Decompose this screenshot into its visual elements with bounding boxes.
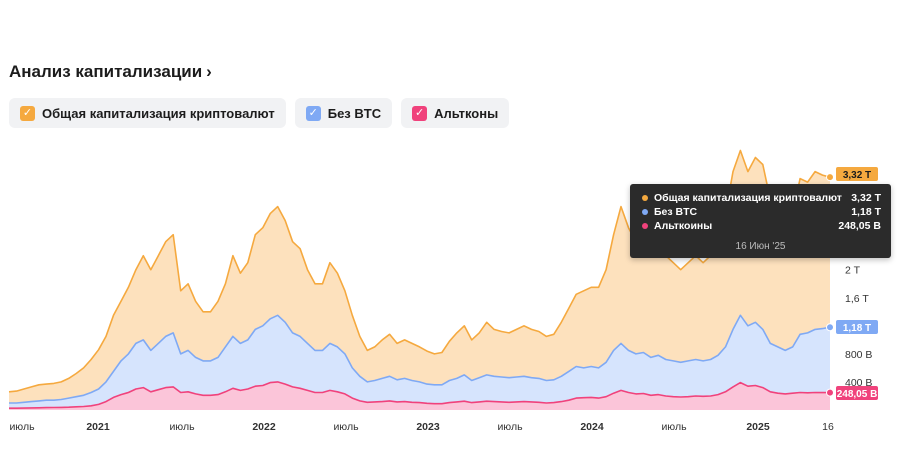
x-tick-label: 2022 — [252, 421, 276, 433]
x-tick-label: 2025 — [746, 421, 770, 433]
end-label-bg-no-btc — [836, 320, 878, 334]
checkbox-checked-icon[interactable]: ✓ — [305, 105, 321, 121]
line-altcoins — [9, 381, 830, 409]
end-dot-altcoins — [826, 388, 834, 397]
chart-title[interactable]: Анализ капитализации › — [9, 62, 212, 82]
series-dot-icon — [642, 195, 648, 201]
tooltip-label: Без BTC — [654, 206, 698, 218]
tooltip-row-no-btc: Без BTC 1,18 T — [642, 206, 881, 218]
x-tick-label: июль — [169, 421, 195, 433]
area-total-cap — [9, 150, 830, 410]
x-tick-label: 2023 — [416, 421, 440, 433]
tooltip-value: 248,05 B — [838, 220, 881, 232]
end-label-altcoins: 248,05 B — [837, 389, 878, 400]
x-tick-label: июль — [9, 421, 35, 433]
area-altcoins — [9, 381, 830, 410]
tooltip-label: Альткоины — [654, 220, 713, 232]
y-tick-label: 1,6 T — [845, 293, 869, 305]
checkbox-checked-icon[interactable]: ✓ — [20, 105, 35, 121]
x-tick-label: 16 — [822, 421, 834, 433]
y-tick-label: 2 T — [845, 265, 861, 277]
area-no-btc — [9, 315, 830, 410]
legend-toggle-total[interactable]: ✓ Общая капитализация криптовалют — [9, 98, 286, 128]
x-tick-label: 2024 — [580, 421, 604, 433]
chevron-right-icon: › — [206, 62, 212, 81]
end-dot-no-btc — [826, 323, 834, 332]
legend-label: Альтконы — [434, 105, 499, 121]
x-tick-label: 2021 — [86, 421, 110, 433]
legend-toggle-no-btc[interactable]: ✓ Без BTC — [294, 98, 393, 128]
x-tick-label: июль — [497, 421, 523, 433]
checkbox-checked-icon[interactable]: ✓ — [412, 105, 428, 121]
end-label-total-cap: 3,32 T — [843, 170, 871, 181]
tooltip-label: Общая капитализация криптовалют — [654, 192, 842, 204]
legend-label: Без BTC — [327, 105, 382, 121]
line-no-btc — [9, 314, 831, 404]
line-total-cap — [8, 149, 831, 393]
series-dot-icon — [642, 223, 648, 229]
tooltip-value: 1,18 T — [851, 206, 881, 218]
tooltip-value: 3,32 T — [851, 192, 881, 204]
tooltip-row-altcoins: Альткоины 248,05 B — [642, 220, 881, 232]
chart-tooltip: Общая капитализация криптовалют 3,32 T Б… — [630, 184, 891, 258]
x-tick-label: июль — [661, 421, 687, 433]
end-label-bg-total-cap — [836, 167, 878, 181]
legend-toggle-altcoins[interactable]: ✓ Альтконы — [401, 98, 510, 128]
end-label-bg-altcoins — [836, 386, 878, 400]
series-dot-icon — [642, 209, 648, 215]
legend-label: Общая капитализация криптовалют — [42, 105, 275, 121]
legend: ✓ Общая капитализация криптовалют ✓ Без … — [9, 98, 510, 128]
tooltip-row-total: Общая капитализация криптовалют 3,32 T — [642, 192, 881, 204]
end-label-no-btc: 1,18 T — [843, 323, 871, 334]
y-tick-label: 800 B — [845, 349, 872, 361]
y-tick-label: 400 B — [845, 377, 872, 389]
chart-title-text: Анализ капитализации — [9, 62, 203, 81]
tooltip-date: 16 Июн '25 — [735, 241, 786, 252]
x-tick-label: июль — [333, 421, 359, 433]
end-dot-total-cap — [826, 173, 834, 182]
